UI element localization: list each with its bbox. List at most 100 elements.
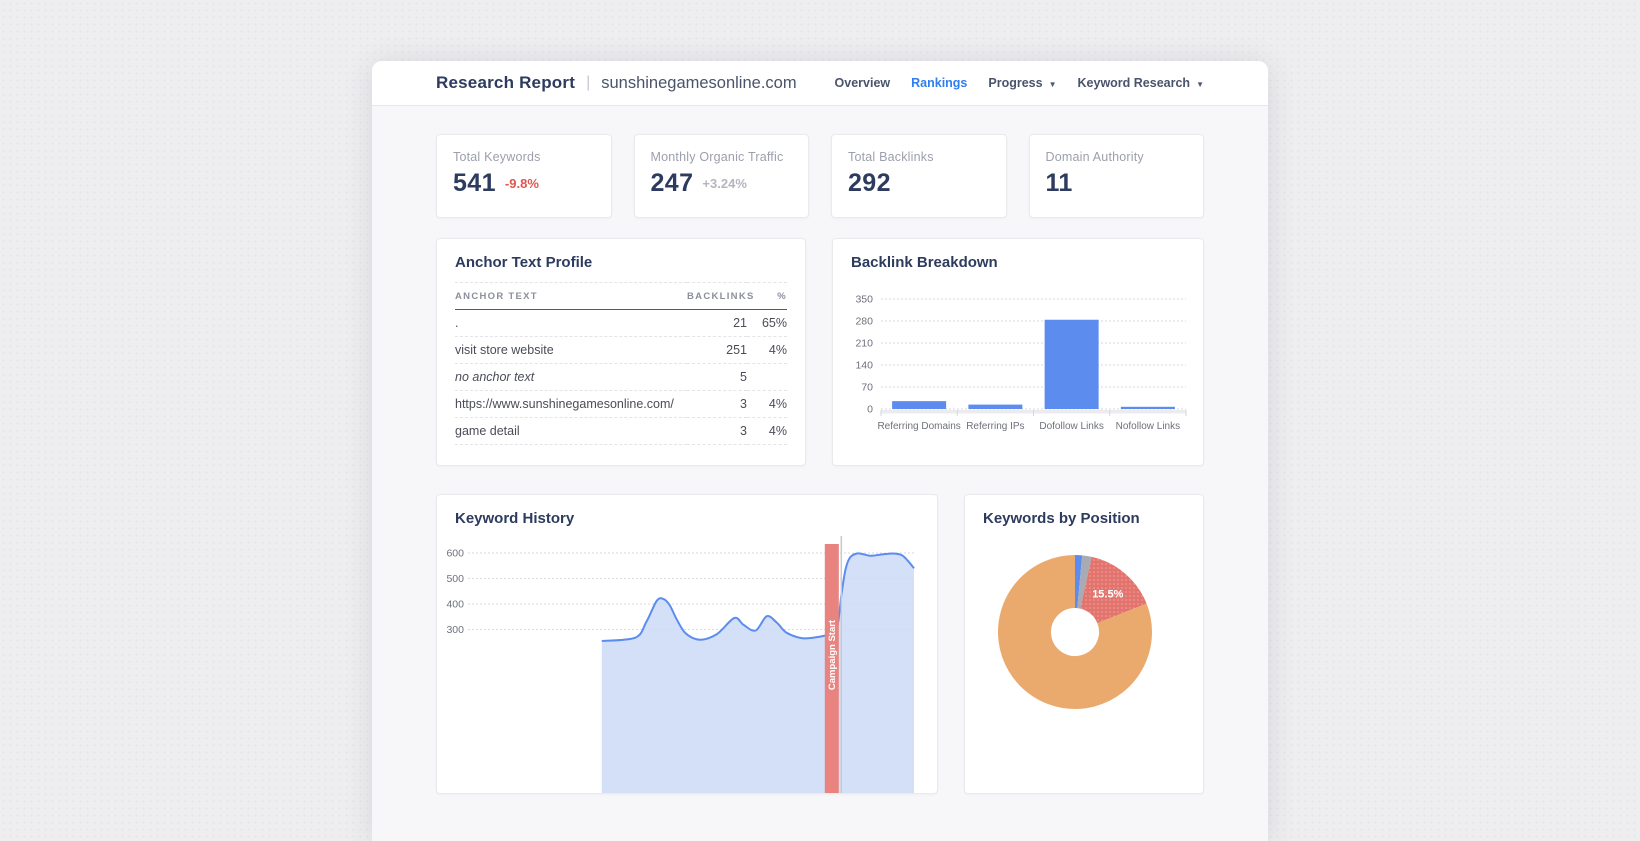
bar-category-label: Nofollow Links	[1116, 421, 1180, 432]
keywords-by-position-card: Keywords by Position 15.5%	[964, 494, 1204, 794]
keyword-history-chart: 600 500 400 300 Campaign Start	[437, 495, 938, 793]
stat-value: 247	[651, 169, 694, 198]
column-header-anchor-text: ANCHOR TEXT	[455, 283, 687, 310]
keyword-history-card: Keyword History 600 500 400 300 Campaign Sta…	[436, 494, 938, 794]
report-nav: Overview Rankings Progress▼ Keyword Researc…	[835, 76, 1204, 90]
line-ytick-label: 300	[446, 624, 464, 636]
bar-category-label: Dofollow Links	[1039, 421, 1103, 432]
backlinks-cell: 251	[687, 337, 747, 364]
nav-item-keyword-research[interactable]: Keyword Research▼	[1078, 76, 1204, 90]
bar-dofollow-links	[1045, 320, 1099, 409]
bar-ytick-label: 280	[855, 316, 873, 328]
line-ytick-label: 500	[446, 573, 464, 585]
anchor-text-cell: no anchor text	[455, 364, 687, 391]
backlinks-cell: 3	[687, 418, 747, 445]
bar-ytick-label: 0	[867, 404, 873, 416]
stat-card-monthly-organic-traffic: Monthly Organic Traffic 247 +3.24%	[634, 134, 810, 218]
campaign-start-label: Campaign Start	[827, 619, 838, 690]
stat-label: Total Backlinks	[848, 150, 990, 164]
report-header: Research Report | sunshinegamesonline.co…	[372, 61, 1268, 106]
bar-ytick-label: 350	[855, 294, 873, 306]
bar-category-label: Referring Domains	[877, 421, 960, 432]
report-content: Total Keywords 541 -9.8% Monthly Organic Tr…	[372, 134, 1268, 794]
anchor-text-cell: https://www.sunshinegamesonline.com/	[455, 391, 687, 418]
stat-card-total-backlinks: Total Backlinks 292	[831, 134, 1007, 218]
title-group: Research Report | sunshinegamesonline.co…	[436, 73, 797, 93]
bar-ytick-label: 210	[855, 338, 873, 350]
anchor-text-cell: game detail	[455, 418, 687, 445]
bar-ytick-label: 70	[861, 382, 873, 394]
report-domain: sunshinegamesonline.com	[601, 74, 796, 93]
backlinks-cell: 3	[687, 391, 747, 418]
anchor-text-cell: visit store website	[455, 337, 687, 364]
keyword-history-area	[602, 553, 914, 793]
bar-category-label: Referring IPs	[966, 421, 1024, 432]
keyword-history-title: Keyword History	[455, 510, 919, 527]
nav-item-progress[interactable]: Progress▼	[988, 76, 1056, 90]
donut-segment-3	[1086, 583, 1122, 614]
bar-ytick-label: 140	[855, 360, 873, 372]
stat-value-row: 292	[848, 169, 990, 198]
percent-cell: 4%	[747, 337, 787, 364]
keywords-by-position-title: Keywords by Position	[983, 510, 1185, 527]
stat-label: Monthly Organic Traffic	[651, 150, 793, 164]
stat-label: Domain Authority	[1046, 150, 1188, 164]
stat-card-total-keywords: Total Keywords 541 -9.8%	[436, 134, 612, 218]
stat-delta: +3.24%	[702, 176, 746, 191]
backlink-breakdown-title: Backlink Breakdown	[851, 254, 1185, 271]
stat-value: 292	[848, 169, 891, 198]
bar-nofollow-links	[1121, 407, 1175, 409]
line-gridlines: 600 500 400 300	[446, 548, 914, 637]
backlinks-cell: 5	[687, 364, 747, 391]
line-ytick-label: 600	[446, 548, 464, 560]
chevron-down-icon: ▼	[1196, 80, 1204, 89]
stats-row: Total Keywords 541 -9.8% Monthly Organic Tr…	[436, 134, 1204, 218]
keyword-history-line	[602, 553, 914, 641]
donut-segments: 15.5%	[1024, 582, 1125, 683]
bar-gridlines: 0 70 140 210 280 350	[855, 294, 1186, 416]
donut-segment-label: 15.5%	[1092, 589, 1123, 601]
page-background: { "header": { "title": "Research Report"…	[0, 0, 1640, 624]
title-separator: |	[586, 74, 590, 92]
anchor-text-profile-title: Anchor Text Profile	[455, 254, 787, 271]
bar-series	[892, 320, 1175, 409]
percent-cell: 4%	[747, 418, 787, 445]
line-ytick-label: 400	[446, 599, 464, 611]
column-header-backlinks: BACKLINKS	[687, 283, 747, 310]
bar-referring-domains	[892, 401, 946, 409]
backlink-breakdown-card: Backlink Breakdown 0 70 140 210 280 350 Referr…	[832, 238, 1204, 466]
donut-segment-4	[1024, 582, 1125, 683]
campaign-start-band	[825, 544, 839, 793]
percent-cell: 4%	[747, 391, 787, 418]
nav-item-overview[interactable]: Overview	[835, 76, 891, 90]
keywords-by-position-chart: 15.5%	[965, 495, 1204, 793]
bottom-row: Keyword History 600 500 400 300 Campaign Sta…	[436, 494, 1204, 794]
nav-item-rankings[interactable]: Rankings	[911, 76, 967, 90]
donut-segment-2	[1080, 582, 1086, 583]
stat-value: 11	[1046, 169, 1073, 198]
stat-card-domain-authority: Domain Authority 11	[1029, 134, 1205, 218]
page-title: Research Report	[436, 73, 575, 93]
anchor-text-cell: .	[455, 310, 687, 337]
stat-label: Total Keywords	[453, 150, 595, 164]
report-panel: Research Report | sunshinegamesonline.co…	[372, 61, 1268, 841]
stat-value: 541	[453, 169, 496, 198]
backlink-breakdown-chart: 0 70 140 210 280 350 Referring Domains Referrin…	[833, 239, 1205, 465]
stat-value-row: 247 +3.24%	[651, 169, 793, 198]
stat-value-row: 11	[1046, 169, 1188, 198]
percent-cell: 65%	[747, 310, 787, 337]
stat-value-row: 541 -9.8%	[453, 169, 595, 198]
stat-delta: -9.8%	[505, 176, 539, 191]
backlinks-cell: 21	[687, 310, 747, 337]
chevron-down-icon: ▼	[1049, 80, 1057, 89]
